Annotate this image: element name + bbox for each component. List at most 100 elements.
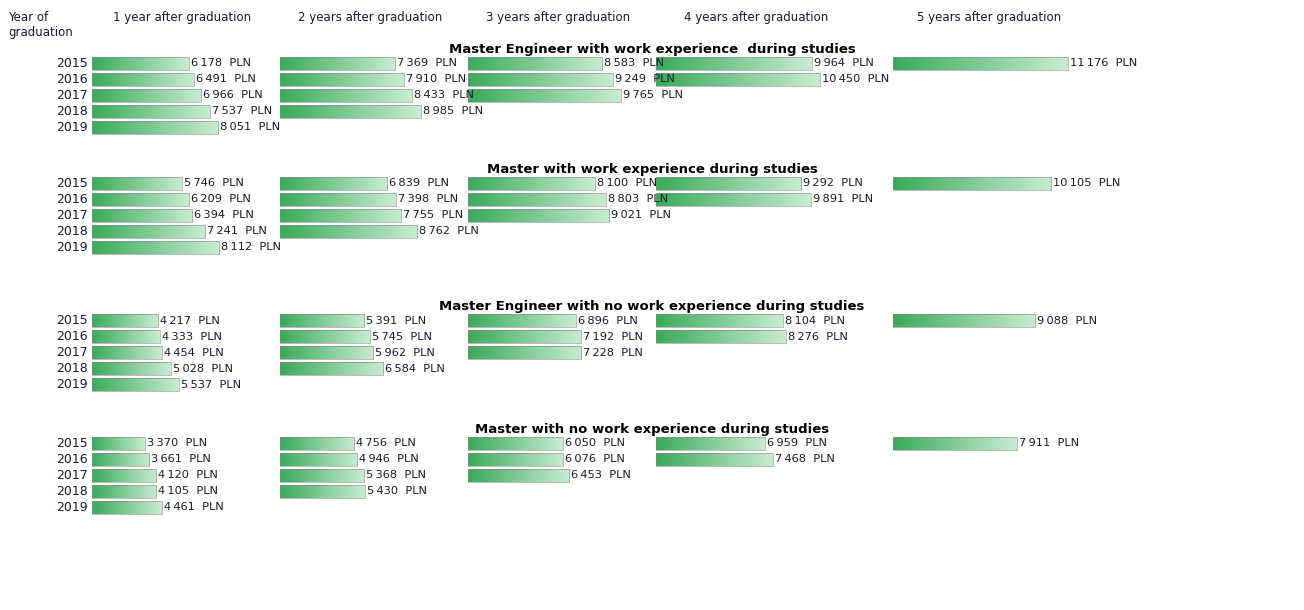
Bar xyxy=(280,362,383,375)
Text: 8 100  PLN: 8 100 PLN xyxy=(597,179,657,188)
Text: 8 276  PLN: 8 276 PLN xyxy=(788,331,848,342)
Bar xyxy=(280,193,396,206)
Bar xyxy=(656,330,785,343)
Bar xyxy=(93,73,193,86)
Text: 6 394  PLN: 6 394 PLN xyxy=(194,210,254,220)
Text: 2015: 2015 xyxy=(56,314,87,327)
Text: 5 years after graduation: 5 years after graduation xyxy=(917,11,1061,24)
Bar xyxy=(280,89,412,102)
Text: 9 249  PLN: 9 249 PLN xyxy=(614,74,674,85)
Text: 2015: 2015 xyxy=(56,437,87,450)
Text: 6 050  PLN: 6 050 PLN xyxy=(565,439,625,448)
Bar xyxy=(93,362,171,375)
Text: 6 584  PLN: 6 584 PLN xyxy=(385,364,445,373)
Text: Year of
graduation: Year of graduation xyxy=(8,11,73,39)
Bar xyxy=(280,346,373,359)
Text: 10 105  PLN: 10 105 PLN xyxy=(1054,179,1120,188)
Text: 5 028  PLN: 5 028 PLN xyxy=(172,364,232,373)
Text: Master Engineer with no work experience during studies: Master Engineer with no work experience … xyxy=(439,300,865,313)
Text: 4 454  PLN: 4 454 PLN xyxy=(164,348,223,357)
Bar xyxy=(893,314,1035,327)
Text: 5 746  PLN: 5 746 PLN xyxy=(184,179,244,188)
Text: 7 911  PLN: 7 911 PLN xyxy=(1018,439,1078,448)
Text: 6 491  PLN: 6 491 PLN xyxy=(196,74,256,85)
Bar xyxy=(93,193,189,206)
Text: 7 468  PLN: 7 468 PLN xyxy=(775,454,835,464)
Text: 2016: 2016 xyxy=(56,453,87,466)
Text: 5 430  PLN: 5 430 PLN xyxy=(366,487,426,497)
Text: 8 803  PLN: 8 803 PLN xyxy=(608,195,668,204)
Bar xyxy=(93,314,158,327)
Text: 5 391  PLN: 5 391 PLN xyxy=(366,315,426,326)
Text: 4 105  PLN: 4 105 PLN xyxy=(158,487,218,497)
Text: 2019: 2019 xyxy=(56,241,87,254)
Bar xyxy=(468,330,580,343)
Text: 9 021  PLN: 9 021 PLN xyxy=(612,210,672,220)
Text: Master with work experience during studies: Master with work experience during studi… xyxy=(486,163,818,176)
Bar xyxy=(93,89,201,102)
Bar xyxy=(656,314,782,327)
Bar xyxy=(468,73,613,86)
Text: 6 453  PLN: 6 453 PLN xyxy=(571,470,631,481)
Bar xyxy=(468,193,606,206)
Text: 7 910  PLN: 7 910 PLN xyxy=(406,74,466,85)
Bar xyxy=(468,57,602,70)
Text: 2016: 2016 xyxy=(56,73,87,86)
Bar xyxy=(93,225,205,238)
Text: 9 765  PLN: 9 765 PLN xyxy=(623,90,683,101)
Text: 2015: 2015 xyxy=(56,177,87,190)
Text: 8 583  PLN: 8 583 PLN xyxy=(604,59,665,68)
Text: 2015: 2015 xyxy=(56,57,87,70)
Text: 7 369  PLN: 7 369 PLN xyxy=(398,59,458,68)
Text: 1 year after graduation: 1 year after graduation xyxy=(113,11,252,24)
Bar xyxy=(656,453,773,466)
Text: 2016: 2016 xyxy=(56,193,87,206)
Bar xyxy=(93,241,219,254)
Bar xyxy=(656,73,820,86)
Text: 2019: 2019 xyxy=(56,501,87,514)
Bar xyxy=(656,57,812,70)
Bar xyxy=(893,437,1017,450)
Text: 4 years after graduation: 4 years after graduation xyxy=(683,11,828,24)
Bar xyxy=(93,330,160,343)
Text: 9 891  PLN: 9 891 PLN xyxy=(812,195,872,204)
Bar xyxy=(280,469,364,482)
Text: 5 368  PLN: 5 368 PLN xyxy=(366,470,426,481)
Text: 4 461  PLN: 4 461 PLN xyxy=(164,503,223,512)
Text: 9 088  PLN: 9 088 PLN xyxy=(1037,315,1098,326)
Bar xyxy=(93,378,179,391)
Text: Master with no work experience during studies: Master with no work experience during st… xyxy=(475,423,829,436)
Bar xyxy=(280,437,355,450)
Text: 6 896  PLN: 6 896 PLN xyxy=(578,315,638,326)
Bar xyxy=(93,453,149,466)
Text: 8 985  PLN: 8 985 PLN xyxy=(422,107,482,117)
Text: 6 178  PLN: 6 178 PLN xyxy=(190,59,250,68)
Text: 2017: 2017 xyxy=(56,346,87,359)
Bar xyxy=(656,193,811,206)
Bar xyxy=(280,453,357,466)
Text: 3 370  PLN: 3 370 PLN xyxy=(147,439,207,448)
Bar xyxy=(93,437,145,450)
Text: 2019: 2019 xyxy=(56,378,87,391)
Bar xyxy=(468,469,569,482)
Text: 2017: 2017 xyxy=(56,89,87,102)
Text: 9 964  PLN: 9 964 PLN xyxy=(814,59,874,68)
Bar xyxy=(280,73,404,86)
Bar xyxy=(468,89,621,102)
Bar xyxy=(93,105,210,118)
Bar xyxy=(280,314,364,327)
Bar xyxy=(93,485,156,498)
Bar xyxy=(468,453,563,466)
Bar xyxy=(468,314,576,327)
Text: 2018: 2018 xyxy=(56,225,87,238)
Text: 5 745  PLN: 5 745 PLN xyxy=(372,331,432,342)
Bar xyxy=(280,225,417,238)
Text: 8 433  PLN: 8 433 PLN xyxy=(413,90,473,101)
Text: 5 537  PLN: 5 537 PLN xyxy=(181,379,241,390)
Bar xyxy=(280,330,370,343)
Bar xyxy=(93,121,218,134)
Text: 4 120  PLN: 4 120 PLN xyxy=(159,470,218,481)
Bar xyxy=(280,105,421,118)
Text: 7 537  PLN: 7 537 PLN xyxy=(213,107,273,117)
Bar xyxy=(656,437,765,450)
